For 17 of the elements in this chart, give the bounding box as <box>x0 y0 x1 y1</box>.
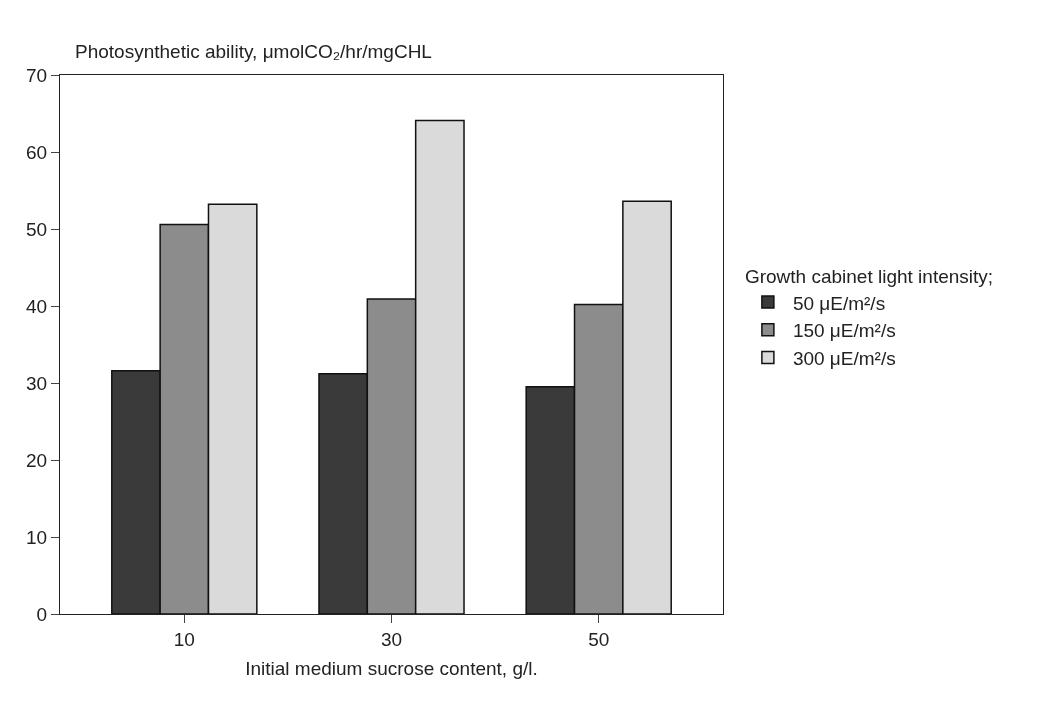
y-tick-label: 70 <box>26 64 48 86</box>
legend-label: 150 μE/m²/s <box>792 320 896 342</box>
x-axis-title: Initial medium sucrose content, g/l. <box>245 657 538 679</box>
y-tick-label: 60 <box>26 141 48 163</box>
x-tick-label: 50 <box>588 628 610 650</box>
legend-label: 300 μE/m²/s <box>792 347 896 369</box>
legend-title: Growth cabinet light intensity; <box>744 266 994 288</box>
y-axis-title: Photosynthetic ability, μmolCO₂/hr/mgCHL <box>75 41 432 62</box>
x-tick-label: 30 <box>380 628 403 650</box>
y-tick-label: 0 <box>36 603 48 625</box>
y-tick-label: 30 <box>26 372 48 394</box>
x-tick-label: 10 <box>173 628 195 650</box>
y-tick-label: 20 <box>26 449 48 471</box>
y-tick-label: 10 <box>26 526 48 548</box>
y-tick-label: 40 <box>26 295 48 317</box>
legend-label: 50 μE/m²/s <box>792 292 886 314</box>
y-tick-label: 50 <box>26 218 48 240</box>
